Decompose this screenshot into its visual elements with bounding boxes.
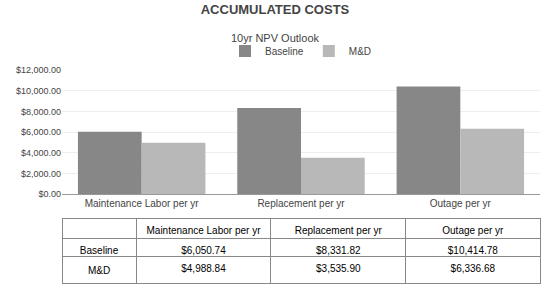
svg-text:Maintenance Labor per yr: Maintenance Labor per yr: [85, 198, 200, 209]
svg-text:$10,000.00: $10,000.00: [16, 86, 61, 96]
svg-text:Baseline: Baseline: [265, 46, 304, 57]
svg-text:ACCUMULATED COSTS: ACCUMULATED COSTS: [201, 2, 350, 17]
svg-text:$8,000.00: $8,000.00: [21, 107, 61, 117]
svg-text:Outage per yr: Outage per yr: [430, 198, 492, 209]
svg-text:Replacement per yr: Replacement per yr: [257, 198, 345, 209]
svg-text:Outage per yr: Outage per yr: [442, 225, 504, 236]
svg-text:Baseline: Baseline: [80, 245, 119, 256]
svg-text:$4,988.84: $4,988.84: [181, 263, 226, 274]
svg-text:$6,336.68: $6,336.68: [451, 263, 496, 274]
svg-text:$6,050.74: $6,050.74: [181, 245, 226, 256]
svg-text:$2,000.00: $2,000.00: [21, 169, 61, 179]
svg-text:$3,535.90: $3,535.90: [316, 263, 361, 274]
svg-text:Maintenance Labor per yr: Maintenance Labor per yr: [147, 225, 262, 236]
svg-text:M&D: M&D: [88, 265, 110, 276]
svg-text:$8,331.82: $8,331.82: [316, 245, 361, 256]
svg-text:$4,000.00: $4,000.00: [21, 148, 61, 158]
svg-text:M&D: M&D: [349, 46, 371, 57]
svg-text:Replacement per yr: Replacement per yr: [295, 225, 383, 236]
svg-text:$12,000.00: $12,000.00: [16, 65, 61, 75]
svg-text:$10,414.78: $10,414.78: [448, 245, 498, 256]
svg-text:$6,000.00: $6,000.00: [21, 127, 61, 137]
svg-text:$0.00: $0.00: [38, 189, 61, 199]
svg-text:10yr NPV Outlook: 10yr NPV Outlook: [231, 32, 320, 44]
